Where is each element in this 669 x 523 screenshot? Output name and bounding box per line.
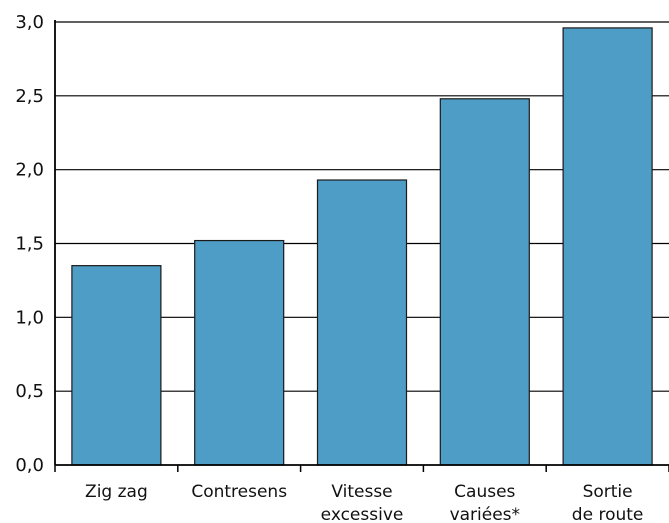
- x-tick-label-line: Sortie: [583, 482, 633, 502]
- y-tick-label: 0,5: [15, 381, 44, 402]
- y-tick-label: 3,0: [15, 12, 44, 33]
- axes: [54, 20, 669, 472]
- x-tick-label: Zig zag: [85, 482, 148, 502]
- x-tick-label: Contresens: [191, 482, 287, 502]
- bar: [194, 239, 285, 466]
- x-tick-label-line: excessive: [321, 505, 404, 523]
- y-tick-label: 2,0: [15, 160, 44, 181]
- x-axis-ticks: Zig zag Contresens Vitesse excessive Causes v…: [85, 482, 643, 523]
- x-tick-label-line: Vitesse: [331, 482, 392, 502]
- y-tick-label: 0,0: [15, 455, 44, 476]
- x-tick-label-line: de route: [572, 505, 644, 523]
- bar: [71, 265, 162, 466]
- x-tick-label: Sortie de route: [572, 482, 644, 523]
- x-tick-label: Vitesse excessive: [321, 482, 404, 523]
- y-tick-label: 2,5: [15, 86, 44, 107]
- bars: [71, 27, 653, 466]
- x-tick-label-line: Zig zag: [85, 482, 148, 502]
- bar: [439, 98, 530, 466]
- x-tick-label: Causes variées*: [450, 482, 520, 523]
- y-axis-ticks: 0,0 0,5 1,0 1,5 2,0 2,5 3,0: [15, 12, 44, 476]
- x-tick-label-line: Causes: [454, 482, 515, 502]
- x-tick-label-line: variées*: [450, 505, 520, 523]
- bar: [316, 179, 408, 466]
- x-tick-label-line: Contresens: [191, 482, 287, 502]
- bar: [562, 27, 653, 466]
- y-tick-label: 1,0: [15, 307, 44, 328]
- y-tick-label: 1,5: [15, 234, 44, 255]
